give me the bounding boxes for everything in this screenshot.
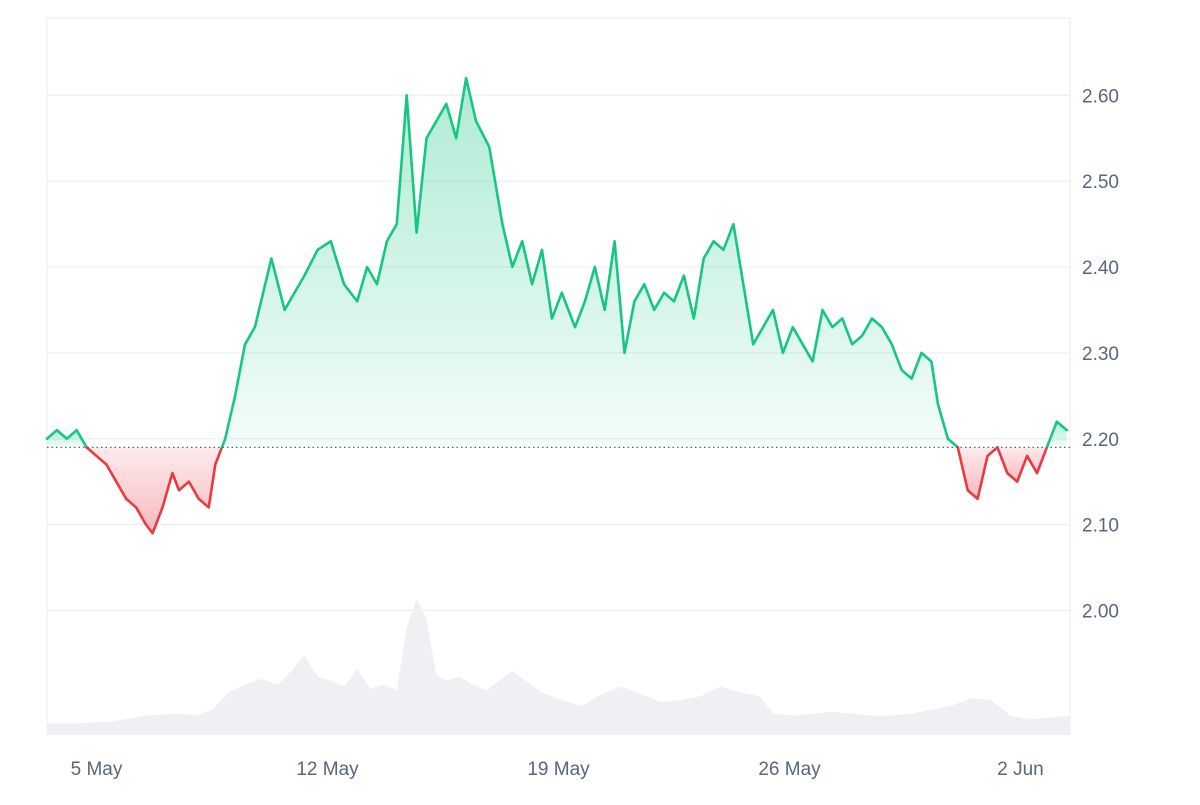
volume-area bbox=[47, 599, 1070, 735]
down-fill-region bbox=[86, 447, 222, 534]
up-fill-region bbox=[1046, 421, 1067, 448]
y-tick-label: 2.60 bbox=[1082, 86, 1119, 107]
up-line-segment bbox=[220, 76, 960, 449]
y-axis: 2.60 2.50 2.40 2.30 2.20 2.10 2.00 bbox=[1082, 86, 1119, 622]
grid bbox=[46, 17, 1071, 735]
price-line bbox=[45, 76, 1068, 535]
up-fill-region bbox=[221, 78, 958, 448]
y-tick-label: 2.50 bbox=[1082, 172, 1119, 193]
y-tick-label: 2.30 bbox=[1082, 344, 1119, 365]
up-line-segment bbox=[45, 428, 88, 449]
down-line-segment bbox=[956, 446, 999, 501]
x-axis: 5 May 12 May 19 May 26 May 2 Jun bbox=[71, 759, 1044, 780]
x-tick-label: 26 May bbox=[758, 759, 821, 780]
x-tick-label: 2 Jun bbox=[997, 759, 1043, 780]
x-tick-label: 5 May bbox=[71, 759, 123, 780]
down-fill-region bbox=[997, 447, 1047, 482]
y-tick-label: 2.00 bbox=[1082, 601, 1119, 622]
x-tick-label: 12 May bbox=[296, 759, 359, 780]
y-tick-label: 2.10 bbox=[1082, 516, 1119, 537]
down-line-segment bbox=[85, 446, 224, 535]
x-tick-label: 19 May bbox=[527, 759, 590, 780]
up-line-segment bbox=[1045, 420, 1068, 449]
down-line-segment bbox=[996, 446, 1049, 483]
y-tick-label: 2.40 bbox=[1082, 258, 1119, 279]
volume-shape bbox=[47, 599, 1070, 735]
y-tick-label: 2.20 bbox=[1082, 430, 1119, 451]
